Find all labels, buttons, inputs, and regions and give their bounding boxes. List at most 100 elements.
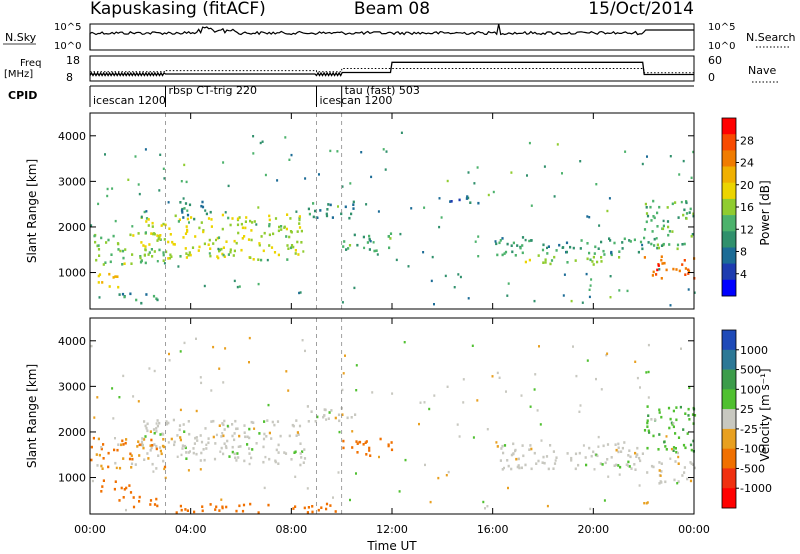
range-cell — [121, 249, 125, 253]
scatter-cell — [687, 288, 690, 291]
range-cell — [93, 234, 96, 238]
range-cell — [286, 213, 289, 216]
colorbar-tick-label: -25 — [740, 423, 758, 436]
range-cell — [221, 252, 224, 256]
scatter-cell — [581, 301, 584, 304]
scatter-cell — [495, 441, 498, 444]
range-cell — [113, 487, 116, 491]
scatter-cell — [514, 449, 516, 453]
nsky-panel: N.Sky 10^5 10^0 10^5 10^0 N.Search — [3, 22, 796, 52]
scatter-cell — [528, 141, 531, 145]
range-cell — [252, 258, 255, 261]
range-cell — [195, 452, 198, 456]
range-cell — [633, 463, 636, 466]
range-cell — [145, 217, 149, 220]
scatter-cell — [595, 183, 598, 186]
range-cell — [664, 480, 667, 484]
scatter-cell — [556, 143, 559, 146]
range-cell — [120, 443, 123, 447]
colorbar-swatch — [722, 468, 736, 489]
range-cell — [143, 458, 146, 461]
range-cell — [289, 230, 293, 233]
range-cell — [132, 496, 135, 499]
range-cell — [660, 470, 663, 473]
range-cell — [294, 249, 297, 252]
range-cell — [222, 246, 225, 249]
range-cell — [681, 243, 684, 246]
colorbar-tick-label: 24 — [740, 157, 754, 170]
range-cell — [499, 459, 502, 462]
range-cell — [156, 504, 159, 508]
range-cell — [92, 436, 95, 440]
range-cell — [550, 259, 554, 262]
range-cell — [151, 255, 154, 258]
range-cell — [100, 447, 103, 451]
range-cell — [122, 443, 125, 446]
range-cell — [153, 443, 156, 446]
scatter-cell — [659, 474, 662, 477]
scatter-cell — [252, 135, 255, 138]
scatter-cell — [349, 182, 352, 185]
range-cell — [510, 453, 513, 457]
range-cell — [549, 262, 552, 266]
range-cell — [236, 452, 239, 455]
range-cell — [652, 465, 655, 469]
scatter-cell — [183, 163, 186, 167]
range-cell — [190, 216, 193, 219]
scatter-cell — [457, 273, 460, 276]
range-cell — [203, 458, 206, 462]
range-cell — [599, 462, 602, 465]
range-cell — [660, 462, 663, 465]
range-cell — [368, 234, 371, 238]
scatter-cell — [486, 428, 489, 431]
scatter-cell — [403, 341, 406, 344]
range-cell — [159, 234, 162, 237]
range-cell — [108, 272, 111, 276]
range-cell — [263, 420, 266, 423]
range-cell — [512, 241, 515, 245]
range-cell — [368, 248, 371, 251]
scatter-cell — [112, 417, 115, 420]
scatter-cell — [353, 286, 356, 290]
colorbar-swatch — [722, 247, 736, 264]
range-cell — [225, 505, 228, 509]
range-cell — [672, 449, 675, 452]
range-cell — [186, 230, 189, 233]
scatter-cell — [111, 387, 114, 390]
range-cell — [368, 449, 371, 452]
colorbar-swatch — [722, 150, 736, 167]
range-cell — [143, 420, 146, 423]
range-cell — [186, 217, 189, 221]
range-cell — [299, 442, 302, 445]
scatter-cell — [444, 274, 447, 278]
range-cell — [208, 238, 211, 242]
range-cell — [165, 420, 168, 423]
scatter-cell — [341, 301, 344, 304]
range-cell — [663, 261, 666, 265]
range-cell — [285, 235, 288, 238]
range-cell — [212, 242, 215, 245]
range-cell — [466, 195, 469, 198]
range-cell — [217, 236, 221, 239]
range-cell — [296, 230, 299, 233]
range-cell — [296, 431, 299, 434]
range-cell — [288, 434, 291, 438]
range-cell — [646, 471, 649, 474]
range-cell — [100, 236, 103, 240]
range-cell — [610, 456, 613, 459]
range-cell — [577, 463, 580, 467]
range-cell — [158, 421, 161, 425]
range-cell — [200, 204, 203, 208]
scatter-cell — [263, 486, 266, 490]
range-cell — [250, 229, 253, 232]
range-cell — [301, 450, 304, 453]
scatter-cell — [624, 150, 627, 153]
scatter-cell — [163, 262, 166, 265]
scatter-cell — [596, 454, 599, 458]
range-cell — [552, 450, 555, 453]
range-cell — [565, 250, 568, 254]
range-cell — [145, 220, 148, 223]
range-cell — [521, 444, 524, 447]
range-cell — [621, 446, 624, 450]
range-cell — [352, 203, 355, 206]
